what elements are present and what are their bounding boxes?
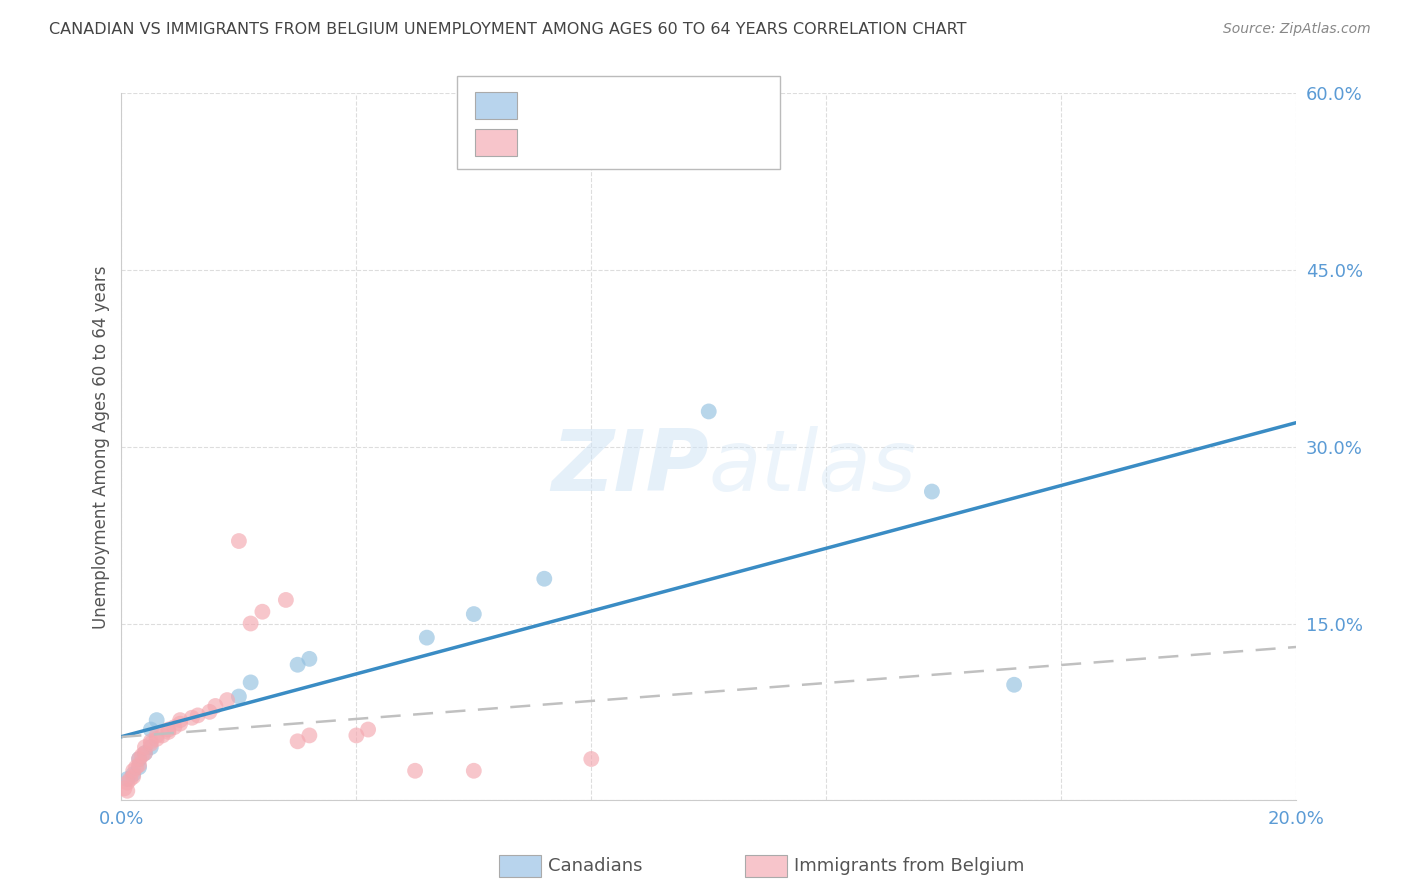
Text: 0.187: 0.187 (558, 134, 616, 152)
Point (128, 752, 150, 766)
Text: CANADIAN VS IMMIGRANTS FROM BELGIUM UNEMPLOYMENT AMONG AGES 60 TO 64 YEARS CORRE: CANADIAN VS IMMIGRANTS FROM BELGIUM UNEM… (49, 22, 967, 37)
Point (581, 752, 603, 766)
Point (533, 572, 555, 586)
Point (169, 716, 191, 731)
Point (287, 734, 309, 748)
Point (117, 772, 139, 786)
Point (145, 728, 167, 742)
Point (122, 770, 145, 784)
Point (187, 708, 209, 723)
Text: 18: 18 (650, 96, 675, 114)
Point (298, 728, 321, 742)
Point (252, 605, 274, 619)
Text: N =: N = (619, 96, 658, 114)
Point (217, 693, 239, 707)
Point (287, 657, 309, 672)
Point (416, 631, 439, 645)
Point (921, 484, 943, 499)
Point (117, 775, 139, 789)
Point (697, 404, 720, 418)
Point (239, 616, 262, 631)
Point (169, 713, 191, 727)
Point (134, 746, 156, 760)
Text: Source: ZipAtlas.com: Source: ZipAtlas.com (1223, 22, 1371, 37)
Point (228, 690, 250, 704)
Text: Canadians: Canadians (548, 857, 643, 875)
Text: ZIP: ZIP (551, 426, 709, 509)
Point (298, 652, 321, 666)
Text: N =: N = (619, 134, 658, 152)
Text: 0.831: 0.831 (558, 96, 616, 114)
Point (139, 740, 162, 755)
Text: R =: R = (527, 96, 567, 114)
Point (157, 723, 180, 737)
Point (1002, 678, 1025, 692)
Point (128, 760, 150, 774)
Point (139, 737, 162, 751)
Point (122, 767, 145, 781)
Point (139, 723, 162, 737)
Point (139, 734, 162, 748)
Point (131, 748, 153, 763)
Text: Immigrants from Belgium: Immigrants from Belgium (794, 857, 1025, 875)
Point (152, 728, 174, 742)
Point (463, 764, 485, 778)
Point (404, 764, 426, 778)
Point (157, 725, 180, 739)
Point (112, 781, 135, 796)
Point (198, 705, 221, 719)
Point (239, 675, 262, 690)
Point (228, 534, 250, 549)
Text: R =: R = (527, 134, 567, 152)
Point (134, 746, 156, 760)
Point (120, 772, 142, 786)
Point (463, 607, 485, 621)
Point (128, 752, 150, 766)
Point (125, 760, 148, 774)
Point (163, 720, 186, 734)
Point (145, 713, 167, 727)
Point (344, 728, 367, 742)
Point (204, 698, 226, 713)
Text: atlas: atlas (709, 426, 917, 509)
Point (122, 764, 145, 778)
Point (117, 784, 139, 798)
Point (134, 740, 156, 755)
Point (145, 731, 167, 746)
Text: 38: 38 (650, 134, 675, 152)
Point (274, 593, 297, 607)
Y-axis label: Unemployment Among Ages 60 to 64 years: Unemployment Among Ages 60 to 64 years (93, 265, 110, 629)
Point (357, 723, 380, 737)
Point (128, 757, 150, 772)
Point (180, 711, 202, 725)
